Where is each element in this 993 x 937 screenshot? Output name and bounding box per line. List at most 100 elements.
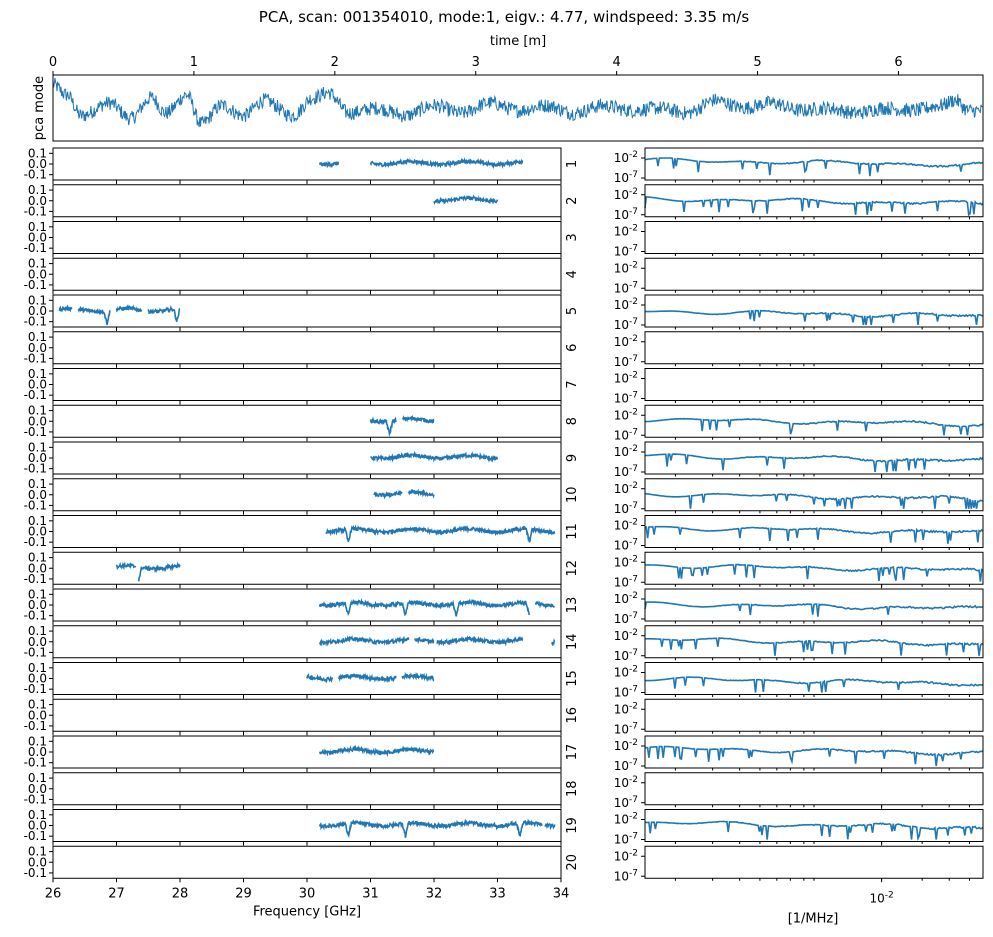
freq-residual-line [318,818,543,839]
spectrum-ytick-base: 10 [614,702,629,716]
freq-panel-18: 0.10.0-0.1 18 [24,771,580,809]
spectrum-ytick-exponent: -7 [629,648,638,658]
channel-label: 5 [565,307,580,315]
spectrum-panel-14: 10-210-7 [614,625,984,663]
freq-xtick-label: 34 [553,886,570,901]
spectrum-ytick-exponent: -7 [629,391,638,401]
freq-ytick-label: 0.0 [28,561,47,575]
spectrum-ytick-exponent: -7 [629,795,638,805]
freq-residual-line [115,304,143,313]
spectrum-ytick-exponent: -7 [629,280,638,290]
spectrum-ytick-exponent: -2 [629,701,638,711]
freq-ytick-label: 0.1 [28,330,47,344]
freq-ytick-label: -0.1 [24,241,47,255]
spectrum-panel-frame [644,257,984,291]
freq-ytick-label: 0.1 [28,624,47,638]
spectrum-ytick-base: 10 [614,612,629,626]
spectrum-panel-11: 10-210-7 [614,515,984,553]
spectrum-ytick-label: 10-7 [614,207,638,222]
spectrum-ytick-label: 10-2 [614,150,638,165]
freq-ytick-label: 0.1 [28,367,47,381]
freq-ytick-label: 0.0 [28,855,47,869]
freq-panel-20: 0.10.0-0.1 20 [24,845,580,883]
spectrum-ytick-base: 10 [614,833,629,847]
freq-panel-frame [52,404,562,438]
freq-panel-frame [52,478,562,512]
freq-residual-line [407,488,435,499]
freq-ytick-label: -0.1 [24,682,47,696]
channel-label: 17 [565,744,580,761]
freq-ytick-label: 0.1 [28,440,47,454]
spectrum-ytick-base: 10 [614,392,629,406]
spectrum-line [644,453,984,473]
freq-ytick-label: 0.0 [28,231,47,245]
freq-residual-line [551,638,556,647]
freq-ytick-label: -0.1 [24,351,47,365]
spectrum-xtick-base: 10 [869,891,884,905]
spectrum-ytick-exponent: -2 [629,150,638,160]
spectrum-line [644,525,984,544]
spectrum-ytick-exponent: -7 [629,574,638,584]
spectrum-ytick-base: 10 [614,261,629,275]
freq-ytick-label: 0.1 [28,698,47,712]
spectrum-panel-frame [644,845,984,879]
frequency-panels: 0.10.0-0.110.10.0-0.120.10.0-0.130.10.0-… [24,146,580,919]
freq-residual-line [401,671,435,683]
spectrum-ytick-label: 10-2 [614,371,638,386]
spectrum-ytick-label: 10-7 [614,501,638,516]
freq-panel-7: 0.10.0-0.1 7 [24,367,580,405]
spectrum-line [644,157,984,177]
spectrum-xtick-label: 10-2 [869,890,893,905]
spectrum-ytick-exponent: -7 [629,354,638,364]
spectrum-ytick-base: 10 [614,225,629,239]
freq-residual-line [318,597,531,617]
spectrum-ytick-base: 10 [614,539,629,553]
spectrum-ytick-exponent: -2 [629,628,638,638]
spectrum-ytick-base: 10 [614,849,629,863]
spectrum-ytick-base: 10 [614,575,629,589]
freq-panel-frame [52,845,562,879]
freq-residual-line [325,524,556,543]
spectrum-ytick-base: 10 [614,739,629,753]
pca-mode-line [52,77,984,128]
freq-xtick-label: 26 [45,886,62,901]
spectrum-ytick-label: 10-2 [614,334,638,349]
spectrum-ytick-label: 10-7 [614,574,638,589]
spectrum-ytick-base: 10 [614,188,629,202]
spectrum-ytick-base: 10 [614,355,629,369]
spectrum-ytick-label: 10-2 [614,481,638,496]
freq-panel-frame [52,221,562,254]
spectrum-ytick-base: 10 [614,318,629,332]
spectrum-ytick-exponent: -2 [629,260,638,270]
freq-ytick-label: 0.0 [28,414,47,428]
spectrum-ytick-label: 10-7 [614,354,638,369]
spectrum-ytick-exponent: -2 [629,775,638,785]
freq-panel-15: 0.10.0-0.1 15 [24,661,580,699]
spectrum-ytick-base: 10 [614,776,629,790]
freq-residual-line [433,194,499,206]
freq-ytick-label: 0.0 [28,782,47,796]
spectrum-ytick-base: 10 [614,759,629,773]
channel-label: 15 [565,670,580,687]
freq-ytick-label: -0.1 [24,866,47,880]
freq-residual-line [318,635,410,647]
freq-residual-line [534,600,555,610]
spectrum-ytick-base: 10 [614,281,629,295]
spectrum-ytick-base: 10 [614,519,629,533]
freq-xtick-label: 32 [426,886,443,901]
freq-panel-3: 0.10.0-0.1 3 [24,220,580,258]
spectrum-ytick-exponent: -2 [629,518,638,528]
freq-xtick-label: 28 [172,886,189,901]
freq-ytick-label: 0.0 [28,488,47,502]
freq-ytick-label: 0.0 [28,194,47,208]
freq-xtick-label: 30 [299,886,316,901]
freq-panel-8: 0.10.0-0.1 8 [24,404,580,442]
spectrum-ytick-base: 10 [614,445,629,459]
spectrum-ytick-base: 10 [614,428,629,442]
spectrum-ytick-label: 10-2 [614,738,638,753]
freq-residual-line [115,561,137,571]
spectrum-ytick-exponent: -2 [629,371,638,381]
spectrum-panel-8: 10-210-7 [614,404,984,442]
channel-label: 9 [565,454,580,462]
spectrum-ytick-exponent: -7 [629,464,638,474]
